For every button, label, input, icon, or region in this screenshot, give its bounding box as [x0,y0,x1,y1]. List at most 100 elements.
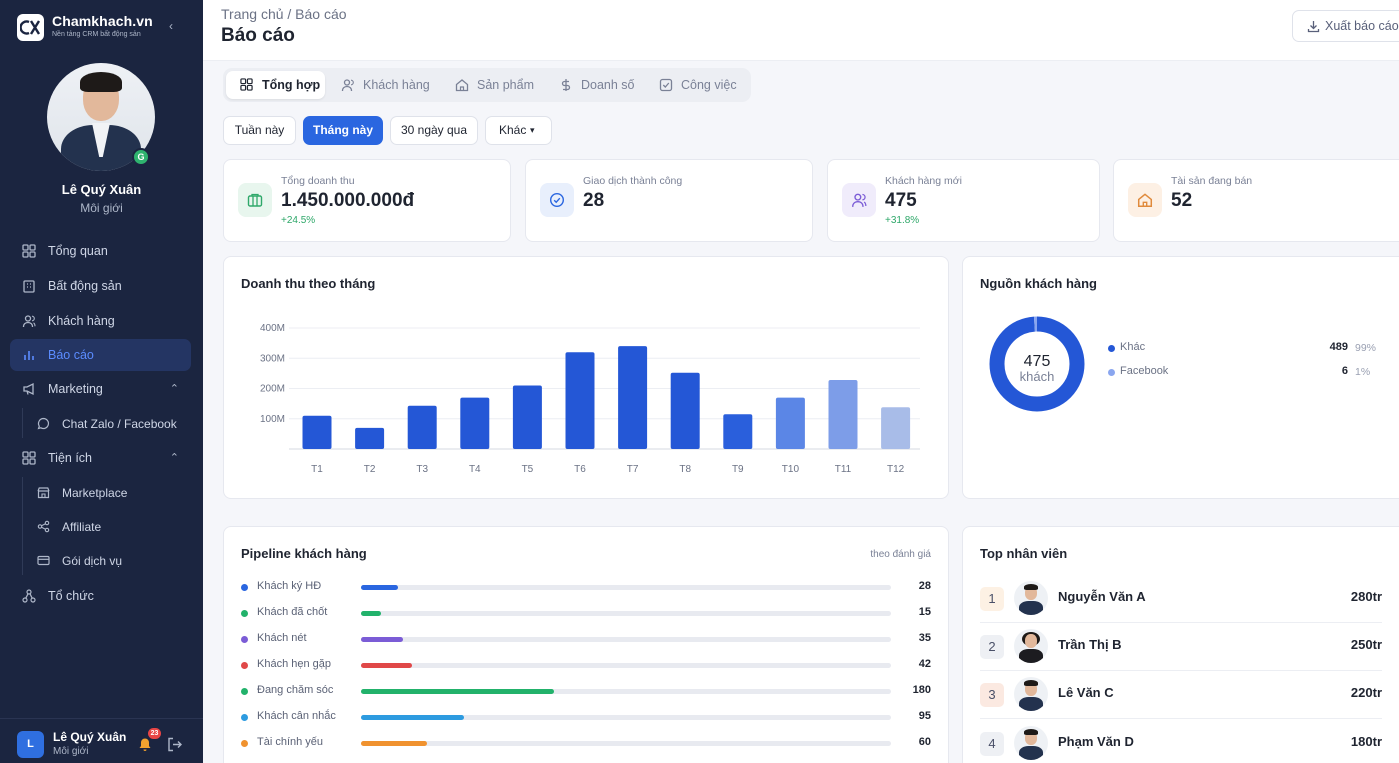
pipeline-row[interactable]: Khách đã chốt 15 [241,601,931,627]
breadcrumb[interactable]: Trang chủ / Báo cáo [221,6,347,22]
tab-label: Tổng hợp [262,78,321,92]
status-dot [241,662,248,669]
staff-row[interactable]: 1 Nguyễn Văn A 280tr [980,576,1382,620]
pipeline-row[interactable]: Khách nét 35 [241,627,931,653]
pipeline-label: Tài chính yếu [257,736,324,748]
nav-label: Bất động sản [48,279,122,293]
bar-t5[interactable] [512,385,542,449]
profile-avatar[interactable] [47,63,155,171]
sources-donut-chart [989,316,1085,412]
export-report-button[interactable]: Xuất báo cáo [1292,10,1399,42]
rank-badge: G [132,148,150,166]
user-avatar[interactable]: L [17,731,44,758]
status-dot [241,610,248,617]
tab-tasks[interactable]: Công việc [645,71,745,99]
pipeline-label: Đang chăm sóc [257,684,334,696]
tab-customers[interactable]: Khách hàng [327,71,437,99]
bar-t12[interactable] [881,407,911,449]
rank-badge: 3 [980,683,1004,707]
bar-t10[interactable] [775,397,805,449]
progress-fill [361,663,413,668]
bar-t6[interactable] [565,352,595,449]
progress-track [361,585,891,590]
chevron-up-icon[interactable]: ⌃ [169,383,179,395]
donut-slice-facebook[interactable] [989,316,1085,412]
progress-track [361,663,891,668]
staff-row[interactable]: 4 Phạm Văn D 180tr [980,721,1382,763]
staff-name: Nguyễn Văn A [1058,589,1146,604]
pipeline-row[interactable]: Khách cân nhắc 95 [241,705,931,731]
tab-products[interactable]: Sản phẩm [441,71,541,99]
stat-value: 52 [1171,190,1193,211]
pipeline-value: 15 [918,606,931,618]
nav-item-overview[interactable]: Tổng quan [10,235,191,267]
row-divider [980,622,1382,623]
user-name: Lê Quý Xuân [53,730,127,744]
stat-value: 28 [583,190,605,211]
donut-unit: khách [1019,369,1055,384]
nav-item-real-estate[interactable]: Bất động sản [10,270,191,302]
bar-t1[interactable] [302,415,332,449]
tab-sales[interactable]: Doanh số [545,71,641,99]
bar-t8[interactable] [670,372,700,449]
staff-revenue: 220tr [1350,685,1382,700]
progress-fill [361,585,399,590]
stat-change: +24.5% [281,215,316,226]
filter-this-month[interactable]: Tháng này [303,116,383,145]
pipeline-row[interactable]: Khách hẹn gặp 42 [241,653,931,679]
pipeline-label: Khách ký HĐ [257,580,322,592]
bar-t11[interactable] [828,380,858,449]
brand-logo[interactable]: Chamkhach.vn Nền tảng CRM bất động sản ‹ [17,12,192,42]
bar-t9[interactable] [723,414,753,449]
top-staff-title: Top nhân viên [980,546,1068,561]
pipeline-label: Khách cân nhắc [257,710,336,722]
stat-value: 1.450.000.000đ [281,190,415,211]
filter-last-30-days[interactable]: 30 ngày qua [390,116,478,145]
store-icon [37,487,50,499]
staff-revenue: 250tr [1350,637,1382,652]
nav-item-organization[interactable]: Tổ chức [10,580,191,612]
tree-line [22,408,23,438]
bar-t7[interactable] [618,346,648,449]
x-tick-label: T4 [469,464,481,475]
status-dot [241,740,248,747]
nav-item-chat-zalo-facebook[interactable]: Chat Zalo / Facebook [26,409,191,439]
tab-summary[interactable]: Tổng hợp [226,71,325,99]
progress-track [361,741,891,746]
nav-label: Marketplace [62,486,128,500]
staff-row[interactable]: 3 Lê Văn C 220tr [980,672,1382,716]
share-icon [37,520,50,533]
bell-icon[interactable] [138,737,152,752]
pipeline-row[interactable]: Đang chăm sóc 180 [241,679,931,705]
brand-name: Chamkhach.vn [52,13,153,29]
nav-item-marketing[interactable]: Marketing ⌃ [10,373,191,405]
pipeline-label: Khách đã chốt [257,606,328,618]
rank-badge: 4 [980,732,1004,756]
logout-icon[interactable] [167,737,183,752]
pipeline-row[interactable]: Khách ký HĐ 28 [241,575,931,601]
nav-item-utilities[interactable]: Tiện ích ⌃ [10,442,191,474]
sources-title: Nguồn khách hàng [980,276,1097,291]
nav-item-customers[interactable]: Khách hàng [10,305,191,337]
nav-item-service-packages[interactable]: Gói dịch vụ [26,546,191,576]
bar-t4[interactable] [460,397,490,449]
megaphone-icon [23,382,34,396]
page-title: Báo cáo [221,25,295,46]
collapse-sidebar-icon[interactable]: ‹ [169,19,173,33]
nav-label: Marketing [48,382,103,396]
nav-label: Báo cáo [48,348,94,362]
pipeline-row[interactable]: Tài chính yếu 60 [241,731,931,757]
staff-row[interactable]: 2 Trần Thị B 250tr [980,624,1382,668]
filter-this-week[interactable]: Tuần này [223,116,296,145]
nav-item-marketplace[interactable]: Marketplace [26,478,191,508]
y-tick-label: 200M [260,384,285,395]
bar-t2[interactable] [355,427,385,449]
nav-item-reports[interactable]: Báo cáo [10,339,191,371]
users-icon [22,315,36,328]
bar-t3[interactable] [407,405,437,449]
filter-other-dropdown[interactable]: Khác ▾ [485,116,552,145]
apps-icon [22,451,36,465]
progress-fill [361,741,428,746]
nav-item-affiliate[interactable]: Affiliate [26,512,191,542]
chevron-up-icon[interactable]: ⌃ [169,452,179,464]
